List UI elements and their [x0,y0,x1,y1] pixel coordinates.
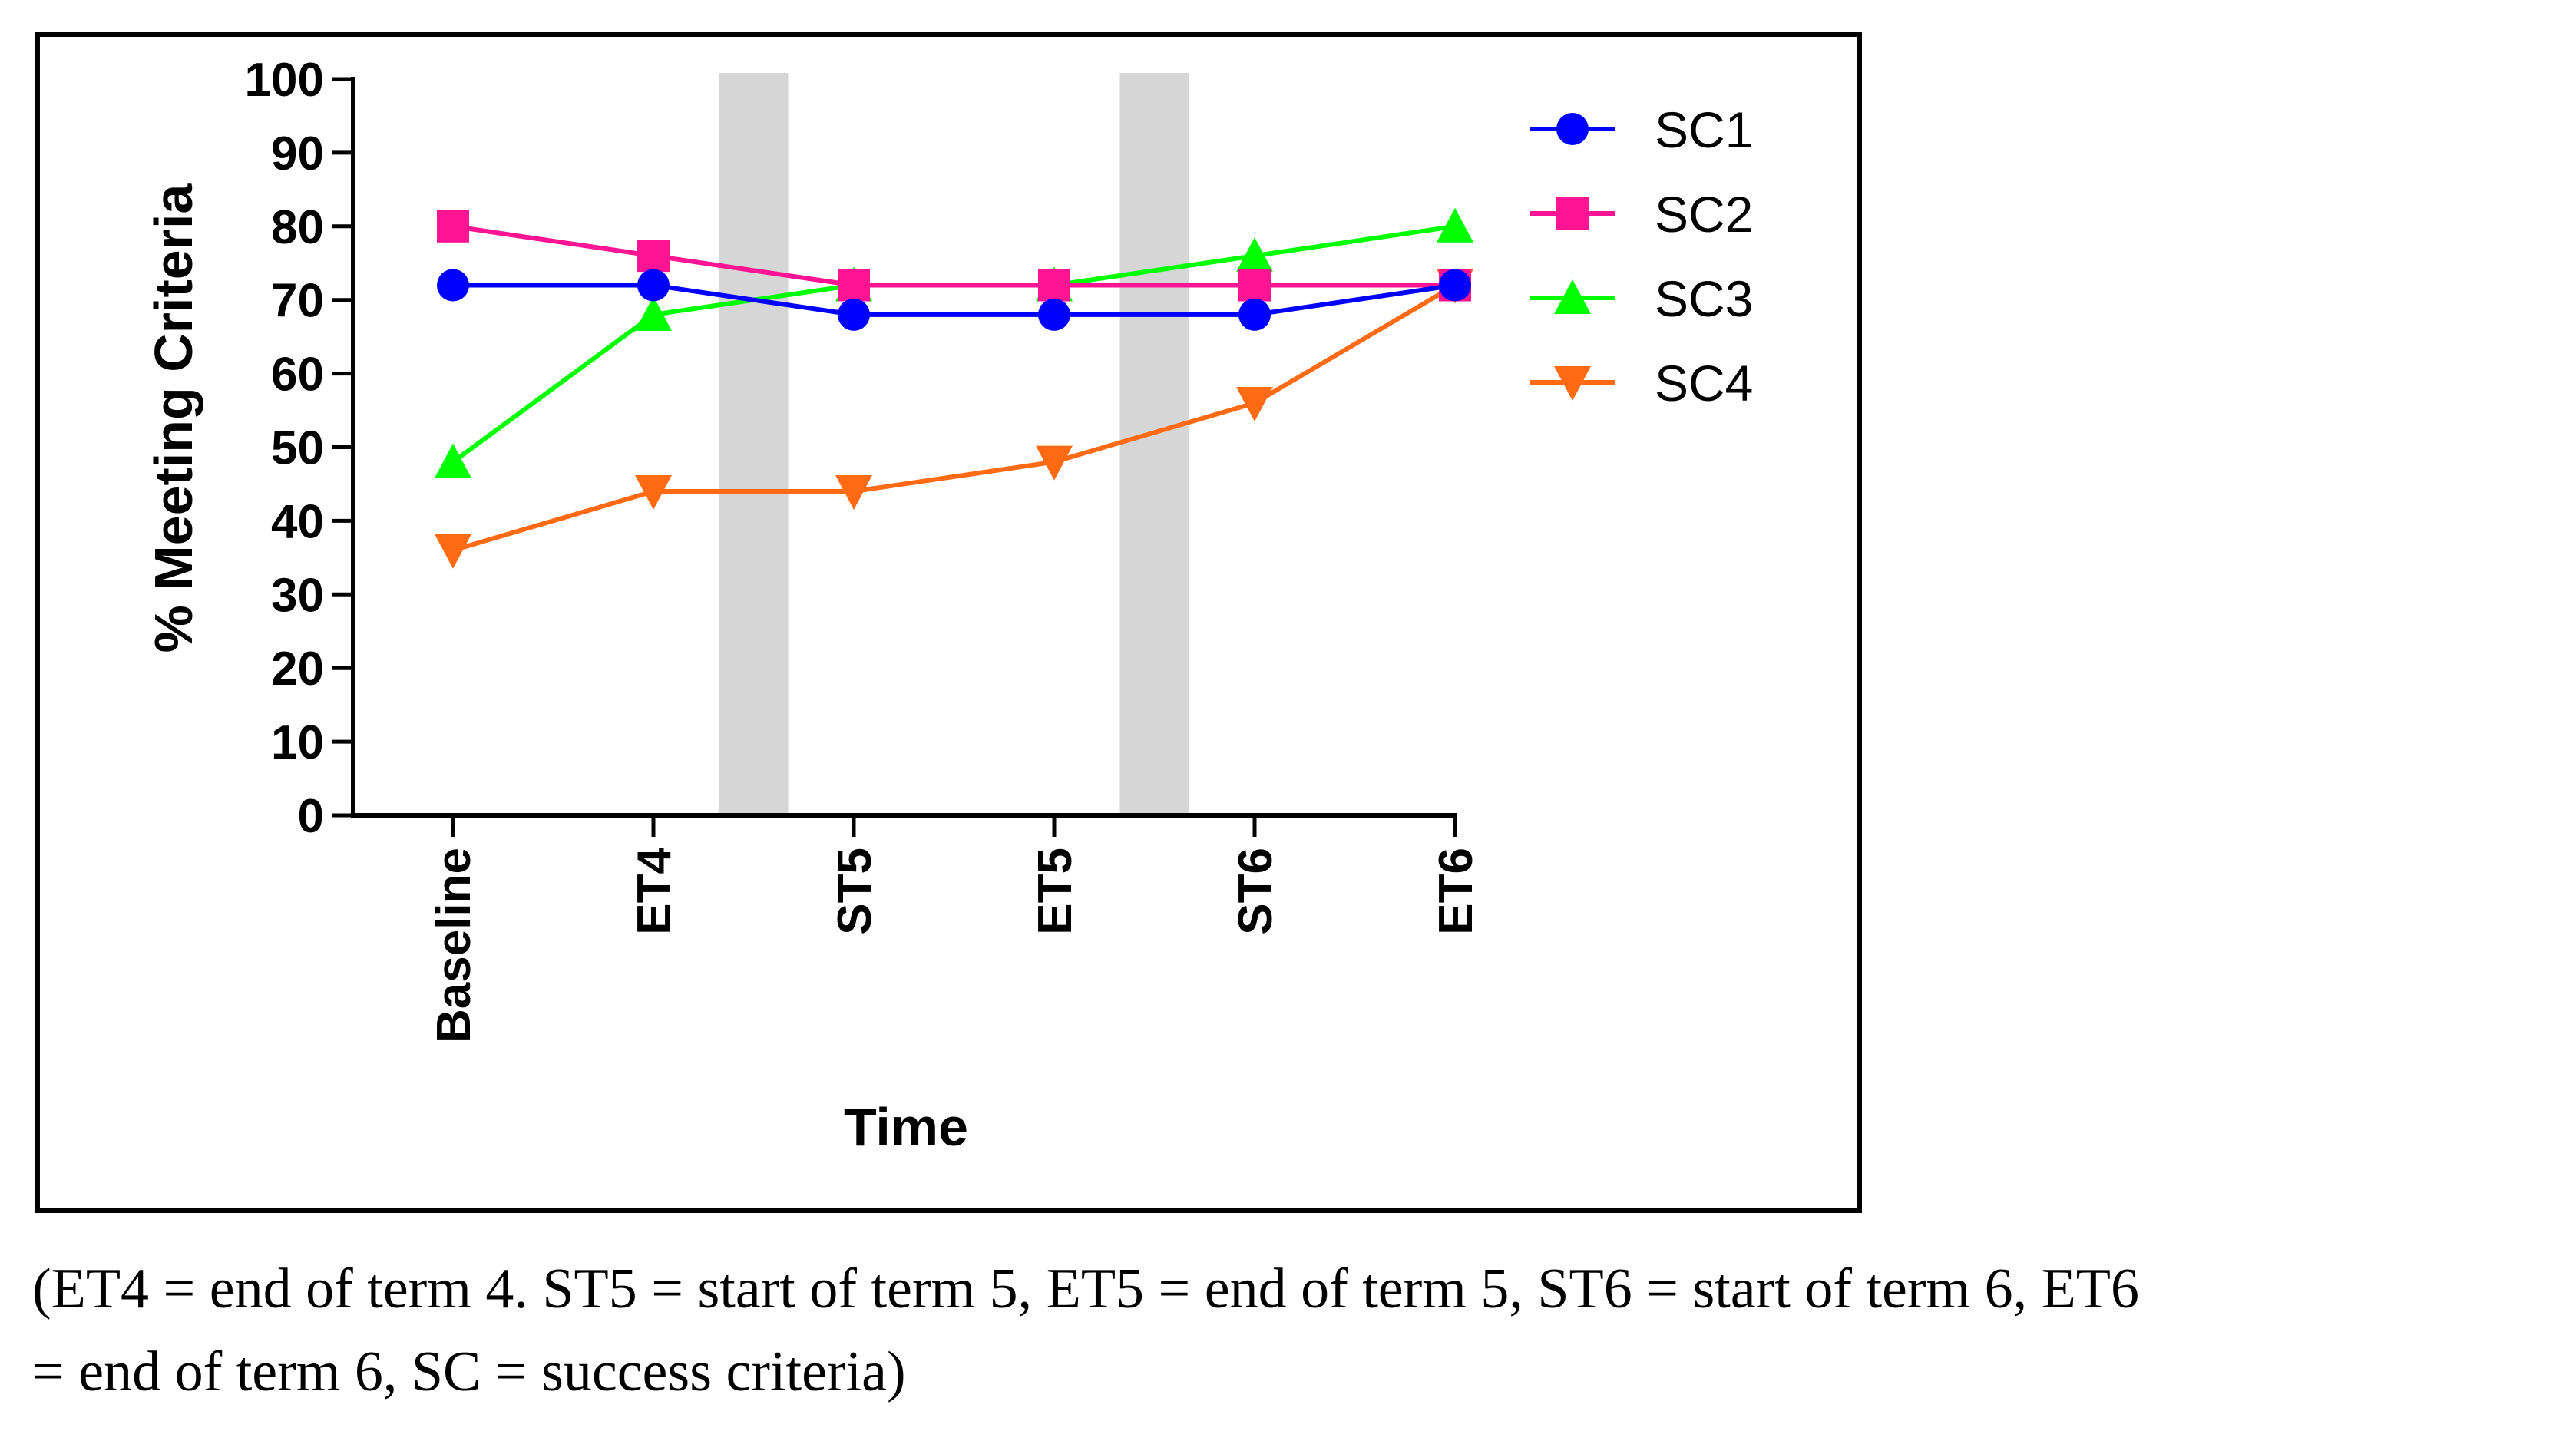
x-axis-title: Time [844,1097,968,1157]
legend-item-sc3: SC3 [1530,270,1753,327]
legend-marker-sc3 [1554,279,1591,314]
shaded-intervals [719,73,1189,815]
point-sc4-et4 [635,475,672,511]
legend-marker-sc1 [1556,113,1589,145]
point-sc2-st6 [1238,269,1271,302]
y-tick-label-40: 40 [271,495,324,548]
chart-axes [351,77,1457,818]
y-tick-label-80: 80 [271,201,324,254]
series-line-sc4 [452,283,1457,553]
point-sc4-st5 [835,475,872,511]
legend-item-sc1: SC1 [1530,101,1753,158]
y-tick-label-60: 60 [271,349,324,402]
x-tick-label-et4: ET4 [628,847,681,934]
point-sc2-et4 [637,240,670,273]
y-axis-title: % Meeting Criteria [144,183,203,653]
point-sc1-et4 [637,269,670,302]
x-tick-label-et6: ET6 [1430,848,1483,935]
x-tick-label-et5: ET5 [1029,848,1082,935]
x-tick-label-st6: ST6 [1229,848,1282,935]
legend-label-sc1: SC1 [1655,101,1753,158]
series-line-sc1 [453,283,1456,317]
legend-item-sc4: SC4 [1530,355,1753,411]
series-line-sc2 [452,223,1455,288]
point-sc4-st6 [1236,386,1273,421]
point-sc4-et5 [1036,445,1073,481]
y-tick-label-70: 70 [271,275,324,328]
y-tick-label-10: 10 [271,716,324,769]
x-axis-ticks: Baseline ET4 ST5 ET5 ST6 ET6 [428,815,1483,1043]
y-tick-label-0: 0 [298,790,324,843]
point-sc2-et5 [1038,269,1070,302]
series-sc4 [435,269,1473,569]
series-sc1 [437,269,1471,331]
point-sc3-baseline [435,443,471,478]
x-tick-label-baseline: Baseline [428,848,481,1043]
figure-caption: (ET4 = end of term 4. ST5 = start of ter… [32,1248,2558,1413]
y-tick-label-30: 30 [271,569,324,622]
y-tick-label-100: 100 [245,54,324,107]
y-tick-label-20: 20 [271,643,324,696]
point-sc1-et6 [1439,269,1471,302]
point-sc1-st5 [838,298,870,331]
legend-label-sc4: SC4 [1655,355,1753,411]
y-tick-label-50: 50 [271,422,324,475]
point-sc3-et6 [1437,207,1473,243]
point-sc1-st6 [1238,298,1271,331]
legend-item-sc2: SC2 [1530,186,1753,243]
series-line-sc3 [451,223,1456,464]
line-chart: 0 10 20 30 40 50 60 70 80 90 100 Baseline ET4 ST5 ET5… [144,54,1753,1157]
legend-label-sc3: SC3 [1655,270,1753,327]
shaded-interval-2 [1119,73,1189,815]
point-sc3-et4 [635,296,672,331]
caption-line-2: = end of term 6, SC = success criteria) [32,1340,906,1403]
point-sc3-st6 [1236,237,1273,273]
legend-label-sc2: SC2 [1655,186,1753,243]
point-sc1-baseline [437,269,469,302]
shaded-interval-1 [719,73,789,815]
point-sc2-st5 [838,269,870,302]
y-tick-label-90: 90 [271,127,324,180]
y-axis-ticks: 0 10 20 30 40 50 60 70 80 90 100 [245,54,353,843]
point-sc2-baseline [437,210,469,243]
legend-marker-sc2 [1556,197,1589,230]
chart-series [435,207,1473,569]
series-sc2 [437,210,1471,302]
point-sc4-baseline [435,534,471,569]
chart-legend: SC1 SC2 SC3 SC4 [1530,101,1753,411]
x-tick-label-st5: ST5 [828,848,881,935]
caption-line-1: (ET4 = end of term 4. ST5 = start of ter… [32,1258,2139,1320]
legend-marker-sc4 [1554,366,1591,401]
point-sc1-et5 [1038,298,1070,331]
